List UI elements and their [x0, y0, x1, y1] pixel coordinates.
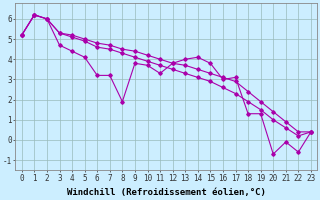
X-axis label: Windchill (Refroidissement éolien,°C): Windchill (Refroidissement éolien,°C): [67, 188, 266, 197]
